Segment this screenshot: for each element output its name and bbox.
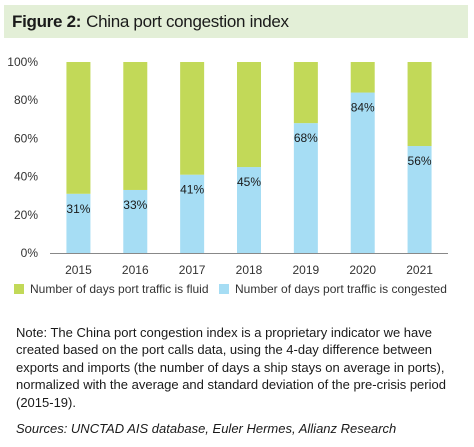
figure-header: Figure 2: China port congestion index — [4, 5, 468, 38]
bar-fluid — [237, 62, 261, 168]
x-tick-label: 2019 — [293, 263, 320, 277]
chart-note: Note: The China port congestion index is… — [16, 325, 446, 410]
y-tick-label: 0% — [21, 246, 39, 260]
bar-congested — [180, 174, 205, 253]
x-tick-label: 2018 — [236, 263, 263, 277]
figure-title: China port congestion index — [86, 11, 289, 31]
bar-fluid — [293, 62, 318, 124]
x-tick-label: 2017 — [179, 263, 206, 277]
chart-area: 0% 20% 40% 60% 80% 100% 31% 2015 33% 2016 41% 2017 4… — [7, 55, 448, 296]
y-tick-label: 100% — [7, 55, 38, 69]
data-label: 41% — [180, 183, 204, 197]
bar-congested — [123, 189, 148, 253]
data-label: 33% — [123, 198, 147, 212]
chart-sources: Sources: UNCTAD AIS database, Euler Herm… — [16, 421, 397, 436]
data-label: 45% — [237, 175, 261, 189]
figure-number: Figure 2: — [12, 11, 82, 31]
y-tick-label: 40% — [14, 170, 38, 184]
bar-congested — [350, 92, 375, 253]
legend-label: Number of days port traffic is fluid — [30, 282, 209, 296]
bar-congested — [66, 193, 91, 253]
legend-swatch — [14, 284, 24, 294]
data-label: 68% — [294, 131, 318, 145]
x-tick-label: 2020 — [349, 263, 376, 277]
bar-congested — [293, 123, 318, 254]
bar-fluid — [407, 62, 432, 147]
bar-congested — [407, 146, 432, 253]
legend-swatch — [219, 284, 229, 294]
data-label: 56% — [408, 154, 432, 168]
data-label: 84% — [351, 101, 375, 115]
bar-fluid — [66, 62, 91, 194]
legend-label: Number of days port traffic is congested — [235, 282, 447, 296]
x-tick-label: 2016 — [122, 263, 149, 277]
data-label: 31% — [66, 202, 90, 216]
y-tick-label: 80% — [14, 93, 38, 107]
bar-fluid — [123, 62, 148, 190]
bar-fluid — [180, 62, 205, 175]
bar-congested — [237, 167, 261, 253]
y-tick-label: 60% — [14, 131, 38, 145]
y-tick-label: 20% — [14, 208, 38, 222]
bar-fluid — [350, 62, 375, 93]
x-tick-label: 2021 — [406, 263, 433, 277]
x-tick-label: 2015 — [65, 263, 92, 277]
